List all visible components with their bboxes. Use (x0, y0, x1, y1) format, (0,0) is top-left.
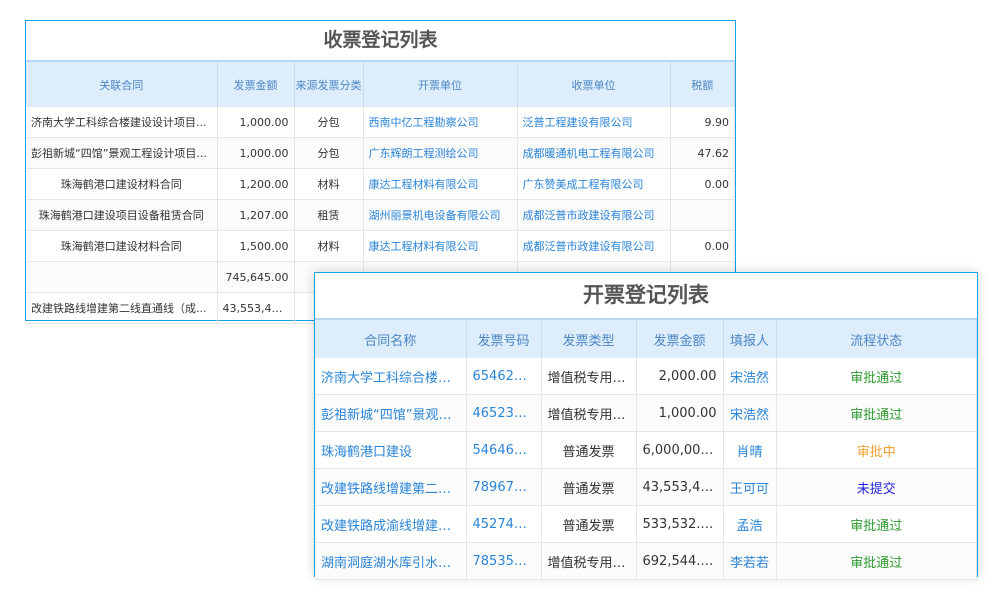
cell[interactable]: 西南中亿工程勘察公司 (363, 107, 518, 138)
column-header[interactable]: 填报人 (723, 318, 777, 358)
column-header[interactable]: 来源发票分类 (294, 60, 364, 107)
cell: 增值税专用发票 (541, 542, 637, 580)
receive-title: 收票登记列表 (323, 29, 438, 51)
cell: 分包 (294, 107, 364, 138)
cell[interactable]: 湖南洞庭湖水库引水工程施... (315, 542, 467, 580)
cell: 1,207.00 (217, 199, 295, 231)
table-row[interactable]: 湖南洞庭湖水库引水工程施...78535344增值税专用发票692,544.00… (315, 542, 977, 580)
cell[interactable]: 宋浩然 (723, 394, 777, 432)
cell[interactable]: 孟浩 (723, 505, 777, 543)
cell: 43,553,43... (217, 292, 295, 324)
cell[interactable]: 康达工程材料有限公司 (363, 230, 518, 262)
column-header[interactable]: 流程状态 (776, 318, 977, 358)
cell[interactable]: 成都泛普市政建设有限公司 (517, 199, 671, 231)
cell[interactable]: 康达工程材料有限公司 (363, 168, 518, 200)
column-header[interactable]: 合同名称 (315, 318, 467, 358)
cell: 珠海鹤港口建设材料合同 (26, 168, 218, 200)
cell[interactable]: 成都泛普市政建设有限公司 (517, 230, 671, 262)
cell[interactable]: 成都暖通机电工程有限公司 (517, 137, 671, 169)
cell: 彭祖新城“四馆”景观工程设计项目... (26, 137, 218, 169)
cell: 改建铁路线增建第二线直通线（成... (26, 292, 218, 324)
cell: 47.62 (670, 137, 735, 169)
cell[interactable]: 改建铁路线增建第二线直通... (315, 468, 467, 506)
cell[interactable]: 78535344 (466, 542, 542, 580)
table-row[interactable]: 改建铁路成渝线增建第二直...45274366普通发票533,532.00孟浩审… (315, 505, 977, 543)
cell: 43,553,434.00 (636, 468, 724, 506)
column-header[interactable]: 开票单位 (363, 60, 518, 107)
cell: 租赁 (294, 199, 364, 231)
cell[interactable]: 广东赞美成工程有限公司 (517, 168, 671, 200)
cell[interactable]: 李若若 (723, 542, 777, 580)
cell: 普通发票 (541, 505, 637, 543)
cell (670, 199, 735, 231)
cell: 增值税专用发票 (541, 394, 637, 432)
cell: 分包 (294, 137, 364, 169)
cell: 材料 (294, 168, 364, 200)
cell: 692,544.00 (636, 542, 724, 580)
cell: 9.90 (670, 107, 735, 138)
status-badge: 审批中 (776, 431, 977, 469)
column-header[interactable]: 发票号码 (466, 318, 542, 358)
cell[interactable]: 王可可 (723, 468, 777, 506)
issue-invoice-panel: 开票登记列表 合同名称 发票号码 发票类型 发票金额 填报人 流程状态 济南大学工科综合楼… (314, 272, 978, 580)
cell[interactable]: 广东辉朗工程测绘公司 (363, 137, 518, 169)
table-row[interactable]: 彭祖新城“四馆”景观工程设计项目... 1,000.00 分包 广东辉朗工程测绘公司成… (26, 137, 735, 169)
column-header[interactable]: 收票单位 (517, 60, 671, 107)
receive-invoice-panel: 收票登记列表 关联合同 发票金额 来源发票分类 开票单位 收票单位 税额 济南大学工科综合… (25, 20, 736, 324)
cell: 745,645.00 (217, 261, 295, 293)
table-row[interactable]: 珠海鹤港口建设材料合同 1,200.00 材料 康达工程材料有限公司 广东赞美成工程有限… (26, 168, 735, 200)
cell: 0.00 (670, 168, 735, 200)
cell[interactable]: 78967466 (466, 468, 542, 506)
column-header[interactable]: 发票金额 (217, 60, 295, 107)
cell[interactable]: 6546224652 (466, 358, 542, 395)
cell[interactable]: 泛普工程建设有限公司 (517, 107, 671, 138)
status-badge: 未提交 (776, 468, 977, 506)
cell: 珠海鹤港口建设材料合同 (26, 230, 218, 262)
cell[interactable]: 54646565 (466, 431, 542, 469)
cell[interactable]: 宋浩然 (723, 358, 777, 395)
column-header[interactable]: 税额 (670, 60, 735, 107)
status-badge: 审批通过 (776, 542, 977, 580)
table-row[interactable]: 珠海鹤港口建设项目设备租赁合同 1,207.00 租赁 湖州丽景机电设备有限公司 成都泛… (26, 199, 735, 231)
cell: 1,000.00 (217, 107, 295, 138)
column-header[interactable]: 发票类型 (541, 318, 637, 358)
cell: 普通发票 (541, 431, 637, 469)
cell[interactable]: 湖州丽景机电设备有限公司 (363, 199, 518, 231)
cell[interactable]: 46523154... (466, 394, 542, 432)
cell[interactable]: 肖晴 (723, 431, 777, 469)
cell: 0.00 (670, 230, 735, 262)
cell: 2,000.00 (636, 358, 724, 395)
cell: 珠海鹤港口建设项目设备租赁合同 (26, 199, 218, 231)
cell: 普通发票 (541, 468, 637, 506)
status-badge: 审批通过 (776, 358, 977, 395)
cell[interactable]: 彭祖新城“四馆”景观工程设... (315, 394, 467, 432)
cell[interactable]: 济南大学工科综合楼建设设... (315, 358, 467, 395)
cell: 6,000,000.00 (636, 431, 724, 469)
cell: 1,000.00 (217, 137, 295, 169)
column-header[interactable]: 发票金额 (636, 318, 724, 358)
table-row[interactable]: 济南大学工科综合楼建设设计项目... 1,000.00 分包 西南中亿工程勘察公司 泛普… (26, 107, 735, 138)
column-header[interactable]: 关联合同 (26, 60, 218, 107)
cell[interactable]: 珠海鹤港口建设 (315, 431, 467, 469)
status-badge: 审批通过 (776, 394, 977, 432)
status-badge: 审批通过 (776, 505, 977, 543)
table-row[interactable]: 济南大学工科综合楼建设设...6546224652增值税专用发票2,000.00… (315, 358, 977, 395)
table-row[interactable]: 彭祖新城“四馆”景观工程设...46523154...增值税专用发票1,000.… (315, 394, 977, 432)
table-row[interactable]: 珠海鹤港口建设 54646565 普通发票 6,000,000.00 肖晴 审批中 (315, 431, 977, 469)
receive-table: 关联合同 发票金额 来源发票分类 开票单位 收票单位 税额 济南大学工科综合楼建设设计项目… (26, 60, 735, 324)
cell: 1,500.00 (217, 230, 295, 262)
cell: 济南大学工科综合楼建设设计项目... (26, 107, 218, 138)
cell[interactable]: 改建铁路成渝线增建第二直... (315, 505, 467, 543)
cell: 增值税专用发票 (541, 358, 637, 395)
cell: 1,200.00 (217, 168, 295, 200)
table-row[interactable]: 珠海鹤港口建设材料合同 1,500.00 材料 康达工程材料有限公司 成都泛普市政建设有… (26, 230, 735, 262)
cell[interactable]: 45274366 (466, 505, 542, 543)
cell: 材料 (294, 230, 364, 262)
issue-title: 开票登记列表 (583, 283, 709, 307)
table-row[interactable]: 改建铁路线增建第二线直通...78967466普通发票43,553,434.00… (315, 468, 977, 506)
cell: 533,532.00 (636, 505, 724, 543)
cell (26, 261, 218, 293)
cell: 1,000.00 (636, 394, 724, 432)
